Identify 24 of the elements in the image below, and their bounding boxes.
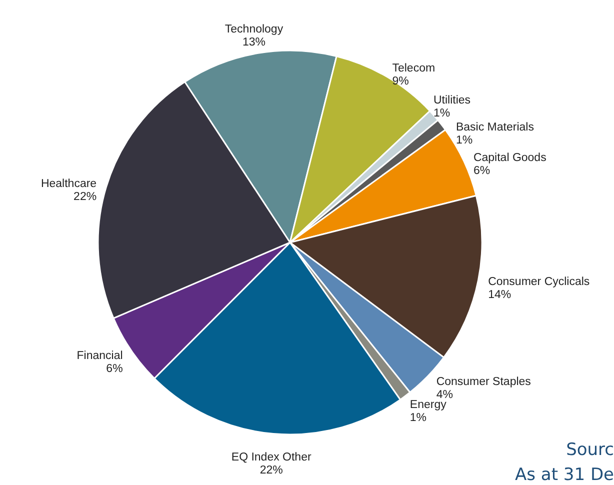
data-label: 9% <box>392 75 409 88</box>
slice-label: Utilities <box>433 94 471 106</box>
slice-label: EQ Index Other <box>231 452 312 464</box>
slice-label: Energy <box>410 399 447 412</box>
data-label: 13% <box>242 36 266 49</box>
slice-label: Consumer Staples <box>436 376 532 388</box>
data-label: 14% <box>488 289 512 302</box>
slice-label: Consumer Cyclicals <box>488 276 590 288</box>
data-label: 6% <box>106 362 123 375</box>
text: As at 31 De <box>515 465 614 485</box>
slice-label: Capital Goods <box>473 152 547 164</box>
data-label: 1% <box>433 107 450 120</box>
data-label: 6% <box>473 164 490 177</box>
data-label: 22% <box>74 191 97 204</box>
data-label: 1% <box>456 134 473 146</box>
data-label: 4% <box>436 388 453 401</box>
slice-label: Technology <box>224 24 284 36</box>
slice-label: Basic Materials <box>456 121 534 134</box>
slice-label: Healthcare <box>40 178 97 190</box>
data-label: 1% <box>410 412 427 424</box>
text: Sourc <box>566 440 614 460</box>
slice-label: Telecom <box>392 62 436 74</box>
data-label: 22% <box>260 464 283 477</box>
slice-label: Financial <box>76 350 123 362</box>
